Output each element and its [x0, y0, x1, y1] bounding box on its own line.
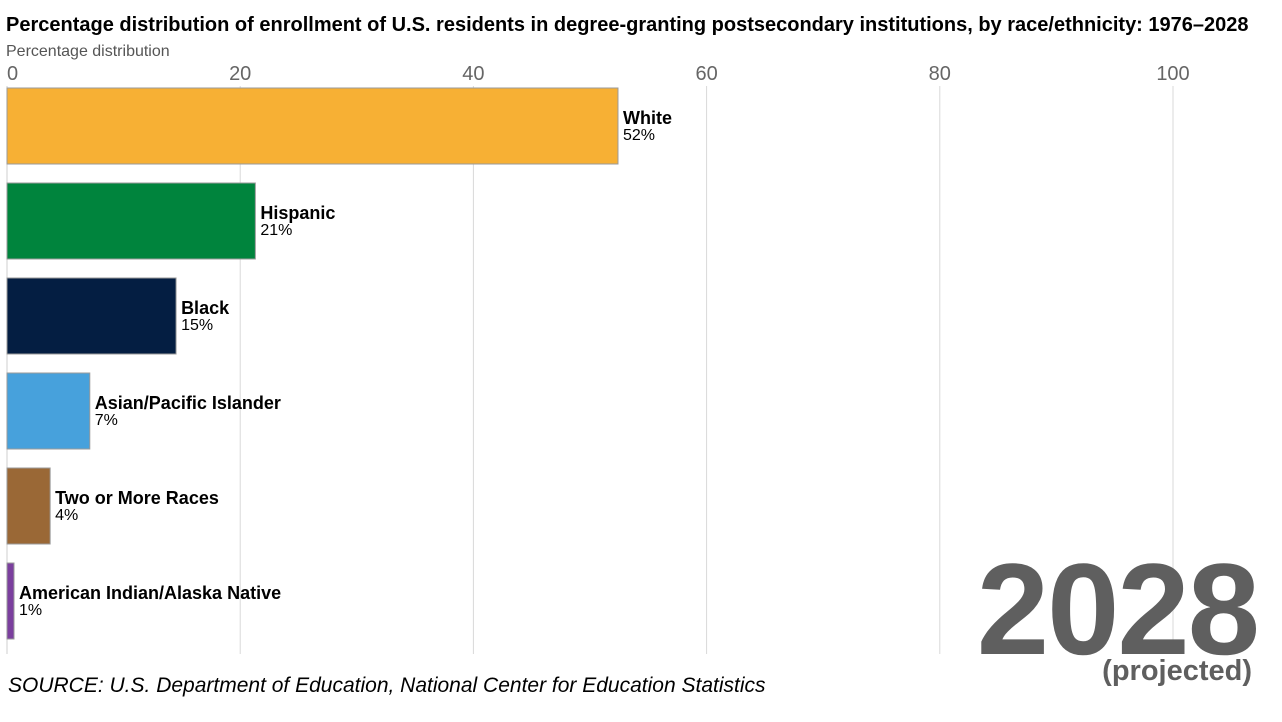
x-tick-label-20: 20 — [229, 63, 251, 85]
bar-value-hispanic: 21% — [260, 222, 292, 239]
bar-american-indian-alaska-native — [6, 562, 15, 640]
bar-label-two-or-more-races: Two or More Races — [55, 488, 219, 508]
chart-title: Percentage distribution of enrollment of… — [6, 14, 1249, 36]
bar-black — [6, 277, 177, 355]
x-tick-label-40: 40 — [462, 63, 484, 85]
x-tick-label-80: 80 — [929, 63, 951, 85]
source-note: SOURCE: U.S. Department of Education, Na… — [8, 674, 766, 697]
bar-value-asian-pacific-islander: 7% — [95, 412, 118, 429]
x-tick-label-60: 60 — [695, 63, 717, 85]
bar-label-black: Black — [181, 298, 230, 318]
bar-value-black: 15% — [181, 317, 213, 334]
year-label: 2028 — [976, 536, 1260, 682]
bar-value-white: 52% — [623, 127, 655, 144]
bar-value-two-or-more-races: 4% — [55, 507, 78, 524]
bar-white — [6, 87, 619, 165]
bar-label-white: White — [623, 108, 672, 128]
bar-hispanic — [6, 182, 256, 260]
bar-label-hispanic: Hispanic — [260, 203, 335, 223]
x-tick-label-100: 100 — [1156, 63, 1189, 85]
bar-label-asian-pacific-islander: Asian/Pacific Islander — [95, 393, 281, 413]
bar-asian-pacific-islander — [6, 372, 91, 450]
bar-value-american-indian-alaska-native: 1% — [19, 602, 42, 619]
bar-label-american-indian-alaska-native: American Indian/Alaska Native — [19, 583, 281, 603]
chart-subtitle: Percentage distribution — [6, 43, 170, 60]
projected-label: (projected) — [1102, 655, 1252, 687]
bar-two-or-more-races — [6, 467, 51, 545]
x-tick-label-0: 0 — [7, 63, 18, 85]
